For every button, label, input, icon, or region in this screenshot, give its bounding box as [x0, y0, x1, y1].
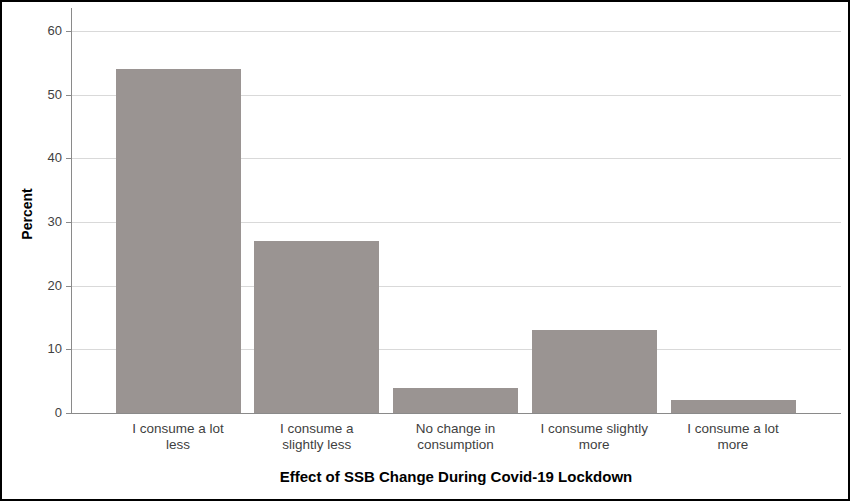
y-tick-mark-0 [66, 413, 71, 414]
y-tick-mark-50 [66, 95, 71, 96]
x-category-label-3: I consume slightlymore [518, 421, 670, 453]
x-category-label-1: I consume aslightly less [241, 421, 393, 453]
y-tick-label-20: 20 [20, 279, 62, 293]
x-category-label-0: I consume a lotless [102, 421, 254, 453]
bar-3 [532, 330, 657, 413]
chart-frame: 0102030405060 I consume a lotlessI consu… [0, 0, 850, 501]
x-category-label-line: I consume a lot [102, 421, 254, 437]
gridline-60 [72, 31, 841, 32]
x-category-label-line: more [657, 437, 809, 453]
y-tick-mark-20 [66, 286, 71, 287]
x-axis-title: Effect of SSB Change During Covid-19 Loc… [71, 468, 841, 485]
x-category-label-4: I consume a lotmore [657, 421, 809, 453]
x-axis-line [71, 413, 841, 414]
y-tick-mark-30 [66, 222, 71, 223]
x-category-label-line: more [518, 437, 670, 453]
y-axis-title: Percent [19, 188, 35, 239]
x-category-label-line: I consume a lot [657, 421, 809, 437]
y-tick-mark-10 [66, 349, 71, 350]
x-category-label-line: consumption [380, 437, 532, 453]
x-category-label-line: less [102, 437, 254, 453]
bar-4 [671, 400, 796, 413]
y-tick-label-40: 40 [20, 151, 62, 165]
bar-0 [116, 69, 241, 413]
x-category-label-line: I consume slightly [518, 421, 670, 437]
y-tick-label-50: 50 [20, 88, 62, 102]
x-category-label-2: No change inconsumption [380, 421, 532, 453]
y-tick-mark-60 [66, 31, 71, 32]
y-tick-mark-40 [66, 158, 71, 159]
bar-2 [393, 388, 518, 413]
y-tick-label-10: 10 [20, 342, 62, 356]
y-tick-label-0: 0 [20, 406, 62, 420]
x-category-label-line: slightly less [241, 437, 393, 453]
y-tick-label-60: 60 [20, 24, 62, 38]
bar-1 [254, 241, 379, 413]
x-category-label-line: No change in [380, 421, 532, 437]
y-axis-line [71, 8, 72, 414]
x-category-label-line: I consume a [241, 421, 393, 437]
